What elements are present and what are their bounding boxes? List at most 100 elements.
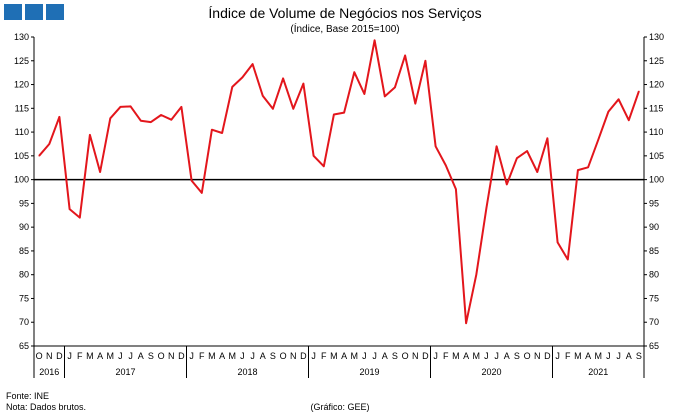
- data-point: [506, 183, 508, 185]
- x-tick-label-month: O: [402, 351, 409, 361]
- x-tick-label-year: 2017: [115, 367, 135, 377]
- data-point: [79, 217, 81, 219]
- y-tick-label-left: 130: [14, 32, 29, 42]
- x-tick-label-month: S: [392, 351, 398, 361]
- chart-title: Índice de Volume de Negócios nos Serviço…: [208, 5, 481, 21]
- x-tick-label-year: 2018: [237, 367, 257, 377]
- x-tick-label-month: M: [107, 351, 115, 361]
- footer-credit: (Gráfico: GEE): [310, 402, 369, 412]
- x-tick-label-month: A: [626, 351, 632, 361]
- data-point: [119, 106, 122, 108]
- footer-note: Nota: Dados brutos.: [6, 402, 86, 412]
- x-tick-label-month: O: [36, 351, 43, 361]
- data-point: [485, 207, 488, 209]
- data-point: [201, 192, 203, 194]
- y-axis-right-ticks: 65 70 75 80 85 90 95 100 105 110 115 120 125 130: [644, 32, 664, 351]
- data-point: [638, 90, 640, 92]
- y-tick-label-right: 115: [649, 103, 663, 113]
- x-tick-label-month: J: [118, 351, 123, 361]
- x-tick-label-month: M: [574, 351, 582, 361]
- data-point: [607, 111, 610, 113]
- x-tick-label-month: N: [168, 351, 175, 361]
- data-point: [160, 114, 162, 116]
- x-tick-label-month: S: [148, 351, 154, 361]
- data-point: [170, 119, 172, 121]
- x-tick-label-month: J: [372, 351, 377, 361]
- y-tick-label-right: 125: [649, 56, 664, 66]
- y-tick-label-right: 95: [649, 198, 659, 208]
- data-point: [577, 169, 579, 171]
- y-tick-label-left: 80: [19, 270, 29, 280]
- data-point: [597, 139, 599, 141]
- data-point: [251, 63, 254, 65]
- y-tick-label-right: 65: [649, 341, 659, 351]
- data-point: [99, 171, 101, 173]
- data-point: [546, 137, 549, 139]
- x-tick-label-month: J: [189, 351, 194, 361]
- x-tick-label-month: A: [585, 351, 591, 361]
- y-tick-label-right: 130: [649, 32, 664, 42]
- x-tick-label-month: J: [311, 351, 316, 361]
- x-tick-label-month: O: [158, 351, 165, 361]
- y-tick-label-left: 110: [15, 127, 29, 137]
- x-tick-label-month: J: [606, 351, 611, 361]
- x-tick-label-month: J: [555, 351, 560, 361]
- x-tick-label-month: J: [616, 351, 621, 361]
- data-point: [465, 322, 467, 324]
- logo-block-1: [4, 4, 22, 20]
- x-tick-label-month: N: [46, 351, 53, 361]
- y-tick-label-left: 65: [19, 341, 29, 351]
- x-tick-label-month: M: [229, 351, 237, 361]
- series-group: [38, 39, 640, 325]
- logo-icon: [4, 4, 64, 20]
- x-tick-label-month: S: [636, 351, 642, 361]
- data-point: [231, 86, 233, 88]
- x-tick-label-month: J: [494, 351, 499, 361]
- x-tick-label-month: N: [412, 351, 419, 361]
- y-tick-label-left: 100: [14, 175, 29, 185]
- x-tick-label-month: F: [77, 351, 83, 361]
- x-tick-label-month: A: [138, 351, 144, 361]
- data-point: [48, 143, 50, 145]
- x-tick-label-month: M: [351, 351, 359, 361]
- data-point: [516, 157, 518, 159]
- data-point: [343, 111, 345, 114]
- x-tick-label-month: S: [514, 351, 520, 361]
- data-point: [211, 129, 213, 131]
- y-tick-label-left: 125: [14, 56, 29, 66]
- x-tick-label-month: N: [534, 351, 541, 361]
- y-tick-label-right: 80: [649, 270, 659, 280]
- data-point: [323, 165, 325, 167]
- x-tick-label-month: M: [473, 351, 481, 361]
- x-tick-label-month: N: [290, 351, 297, 361]
- x-tick-label-month: M: [86, 351, 94, 361]
- x-tick-label-month: M: [208, 351, 216, 361]
- x-tick-label-month: S: [270, 351, 276, 361]
- data-point: [262, 95, 264, 97]
- axes: [33, 37, 645, 347]
- x-tick-label-month: A: [504, 351, 510, 361]
- x-tick-label-month: A: [463, 351, 469, 361]
- data-point: [292, 108, 294, 110]
- x-tick-label-month: A: [97, 351, 103, 361]
- data-point: [353, 71, 355, 73]
- data-point: [282, 77, 284, 79]
- data-point: [302, 82, 305, 85]
- data-point: [445, 164, 447, 166]
- data-point: [150, 121, 152, 123]
- data-point: [556, 241, 559, 243]
- data-point: [333, 113, 335, 116]
- x-tick-label-month: F: [321, 351, 327, 361]
- data-point: [363, 93, 366, 95]
- x-tick-label-month: D: [422, 351, 429, 361]
- x-tick-label-month: D: [544, 351, 551, 361]
- data-point: [455, 188, 457, 190]
- x-tick-label-month: J: [67, 351, 72, 361]
- data-point: [68, 208, 71, 210]
- y-tick-label-right: 85: [649, 246, 659, 256]
- x-tick-label-year: 2016: [39, 367, 59, 377]
- x-tick-label-month: O: [280, 351, 287, 361]
- x-tick-label-month: M: [330, 351, 338, 361]
